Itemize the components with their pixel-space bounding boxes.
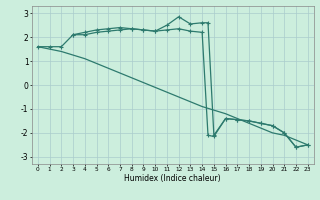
X-axis label: Humidex (Indice chaleur): Humidex (Indice chaleur)	[124, 174, 221, 183]
